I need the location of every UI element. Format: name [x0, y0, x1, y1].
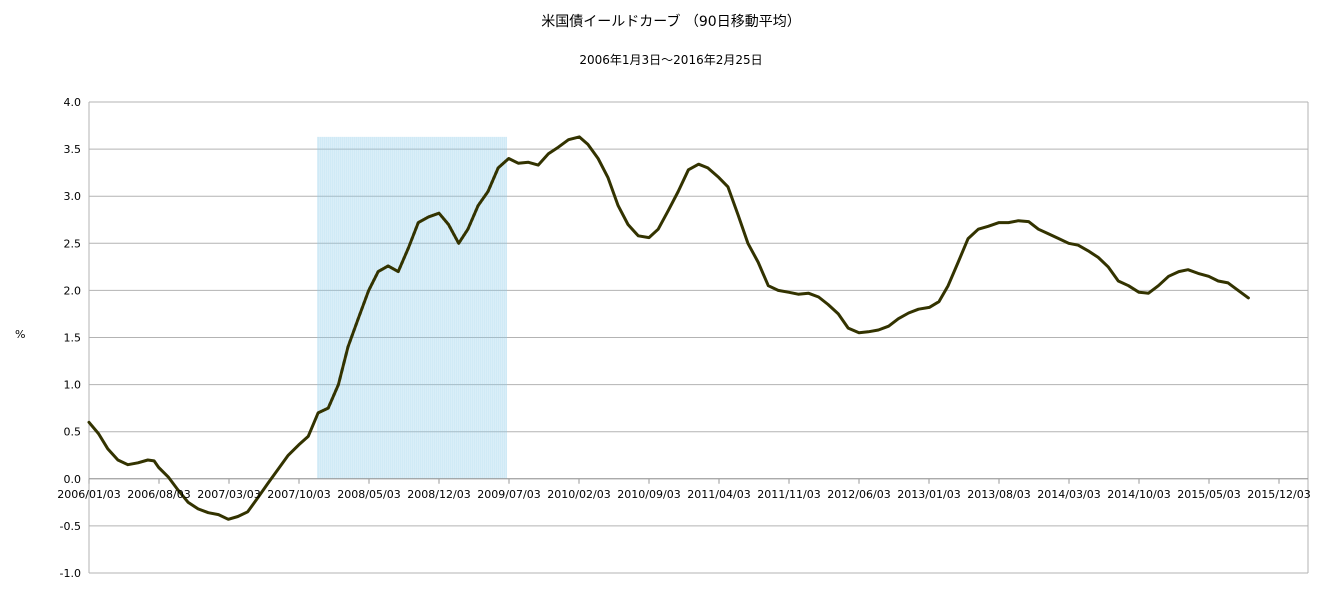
y-tick-label: -0.5: [60, 520, 81, 533]
x-tick-label: 2015/05/03: [1177, 488, 1240, 501]
y-tick-label: 2.0: [64, 284, 82, 297]
y-tick-label: 0.0: [64, 473, 82, 486]
x-tick-label: 2009/07/03: [477, 488, 540, 501]
tick-labels: -1.0 -0.5 0.0 0.5 1.0 1.5 2.0 2.5 3.0 3.5 4.0 2006/…: [57, 96, 1310, 580]
series-line: [87, 135, 1250, 521]
x-tick-label: 2008/05/03: [337, 488, 400, 501]
gridlines: [89, 101, 1308, 574]
y-tick-label: 1.0: [64, 379, 82, 392]
x-tick-label: 2011/11/03: [757, 488, 820, 501]
x-tick-label: 2007/10/03: [267, 488, 330, 501]
x-tick-label: 2015/12/03: [1247, 488, 1310, 501]
x-tick-label: 2013/01/03: [897, 488, 960, 501]
y-tick-label: 4.0: [64, 96, 82, 109]
y-tick-label: 0.5: [64, 426, 82, 439]
x-tick-label: 2011/04/03: [687, 488, 750, 501]
x-tick-label: 2006/08/03: [127, 488, 190, 501]
chart-title: 米国債イールドカーブ （90日移動平均）: [541, 14, 801, 30]
chart-subtitle: 2006年1月3日～2016年2月25日: [579, 53, 763, 67]
recession-shading: [317, 136, 507, 479]
y-tick-label: 1.5: [64, 332, 82, 345]
y-tick-label: -1.0: [60, 567, 81, 580]
x-tick-label: 2014/10/03: [1107, 488, 1170, 501]
x-tick-label: 2006/01/03: [57, 488, 120, 501]
x-tick-label: 2014/03/03: [1037, 488, 1100, 501]
x-tick-label: 2010/02/03: [547, 488, 610, 501]
x-tick-label: 2012/06/03: [827, 488, 890, 501]
y-tick-label: 3.5: [64, 143, 82, 156]
axes: [88, 102, 1309, 573]
y-tick-label: 2.5: [64, 237, 82, 250]
y-axis-label: %: [15, 328, 26, 341]
x-tick-label: 2010/09/03: [617, 488, 680, 501]
x-tick-label: 2008/12/03: [407, 488, 470, 501]
x-tick-label: 2013/08/03: [967, 488, 1030, 501]
series-lines: [87, 135, 1250, 521]
y-tick-label: 3.0: [64, 190, 82, 203]
x-tick-label: 2007/03/03: [197, 488, 260, 501]
